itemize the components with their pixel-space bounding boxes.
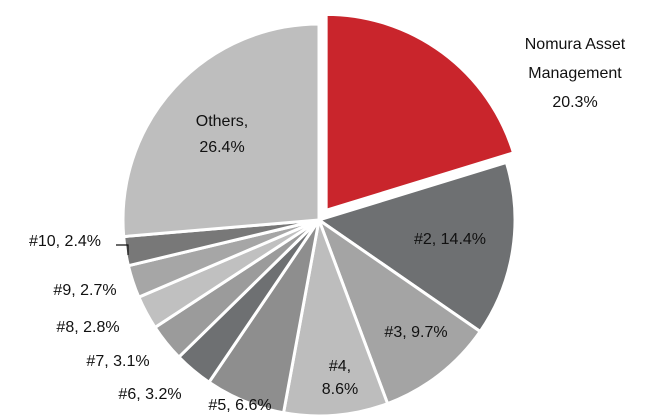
slice-label: #6, 3.2% <box>118 386 181 403</box>
slice-label: #9, 2.7% <box>53 282 116 299</box>
slice-label: Management <box>528 65 622 82</box>
slice-label: Nomura Asset <box>525 36 626 53</box>
pie-slice <box>121 22 321 239</box>
slice-label: #3, 9.7% <box>384 324 447 341</box>
slice-label: 26.4% <box>199 139 244 156</box>
pie-slice <box>324 12 516 213</box>
slice-label: #2, 14.4% <box>414 231 486 248</box>
pie-slice <box>315 216 483 406</box>
slice-label: Others, <box>196 113 248 130</box>
slice-label: #8, 2.8% <box>56 319 119 336</box>
leader-line <box>116 244 129 255</box>
pie-slice <box>315 160 517 334</box>
slice-label: #7, 3.1% <box>86 353 149 370</box>
slice-label: #4, <box>329 358 351 375</box>
slice-label: #5, 6.6% <box>208 397 271 414</box>
slice-label: 20.3% <box>552 94 597 111</box>
slice-label: 8.6% <box>322 381 358 398</box>
pie-slice <box>281 214 390 415</box>
slice-label: #10, 2.4% <box>29 233 101 250</box>
